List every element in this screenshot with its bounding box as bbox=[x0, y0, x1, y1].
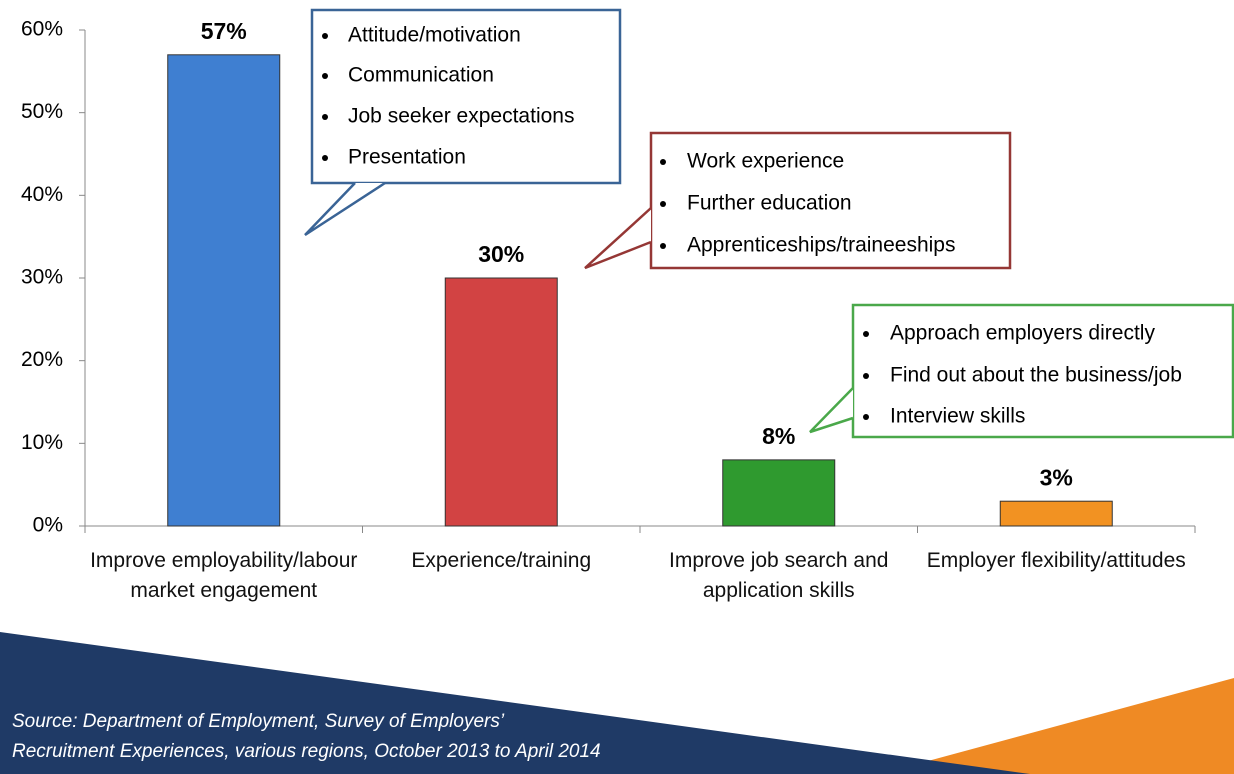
callout-tail bbox=[584, 207, 652, 270]
bar bbox=[999, 500, 1113, 527]
bullet bbox=[660, 243, 666, 249]
callout-item: Further education bbox=[687, 192, 852, 215]
callout-item: Attitude/motivation bbox=[348, 24, 521, 47]
value-label: 30% bbox=[478, 241, 524, 267]
decor-blue bbox=[0, 632, 1030, 774]
bullet bbox=[322, 155, 328, 161]
source-note: Recruitment Experiences, various regions… bbox=[12, 741, 601, 762]
bullet bbox=[660, 159, 666, 165]
value-label: 3% bbox=[1040, 464, 1073, 490]
callout-item: Find out about the business/job bbox=[890, 364, 1182, 387]
bar bbox=[722, 459, 836, 527]
bar bbox=[167, 54, 281, 527]
y-tick-label: 20% bbox=[21, 348, 63, 371]
bullet bbox=[322, 73, 328, 79]
callout-box bbox=[310, 8, 622, 185]
callout-item: Approach employers directly bbox=[890, 322, 1155, 345]
callout-item: Interview skills bbox=[890, 405, 1025, 428]
decor-orange bbox=[880, 678, 1234, 774]
y-tick-label: 0% bbox=[33, 514, 63, 537]
bullet bbox=[660, 201, 666, 207]
value-label: 8% bbox=[762, 423, 795, 449]
bullet bbox=[863, 331, 869, 337]
callout-tail bbox=[304, 181, 386, 237]
x-tick-label: Improve job search and application skill… bbox=[669, 549, 889, 602]
value-label: 57% bbox=[201, 18, 247, 44]
x-tick-label: Improve employability/labour market enga… bbox=[90, 549, 358, 602]
bullet bbox=[322, 33, 328, 39]
callout-item: Communication bbox=[348, 64, 494, 87]
bar bbox=[444, 277, 558, 527]
x-tick-label: Employer flexibility/attitudes bbox=[926, 549, 1186, 572]
y-tick-label: 40% bbox=[21, 183, 63, 206]
callout-box bbox=[851, 303, 1234, 439]
x-tick-label: Experience/training bbox=[411, 549, 592, 572]
callout-item: Work experience bbox=[687, 150, 844, 173]
y-tick-label: 10% bbox=[21, 431, 63, 454]
y-tick-label: 30% bbox=[21, 266, 63, 289]
source-note: Source: Department of Employment, Survey… bbox=[12, 711, 505, 732]
bullet bbox=[863, 373, 869, 379]
callout-item: Presentation bbox=[348, 146, 466, 169]
bullet bbox=[863, 414, 869, 420]
y-tick-label: 60% bbox=[21, 18, 63, 41]
y-tick-label: 50% bbox=[21, 100, 63, 123]
callout-tail bbox=[809, 387, 854, 434]
callout-item: Job seeker expectations bbox=[348, 105, 574, 128]
bullet bbox=[322, 114, 328, 120]
callout-item: Apprenticeships/traineeships bbox=[687, 234, 956, 257]
callout-box bbox=[649, 131, 1012, 270]
